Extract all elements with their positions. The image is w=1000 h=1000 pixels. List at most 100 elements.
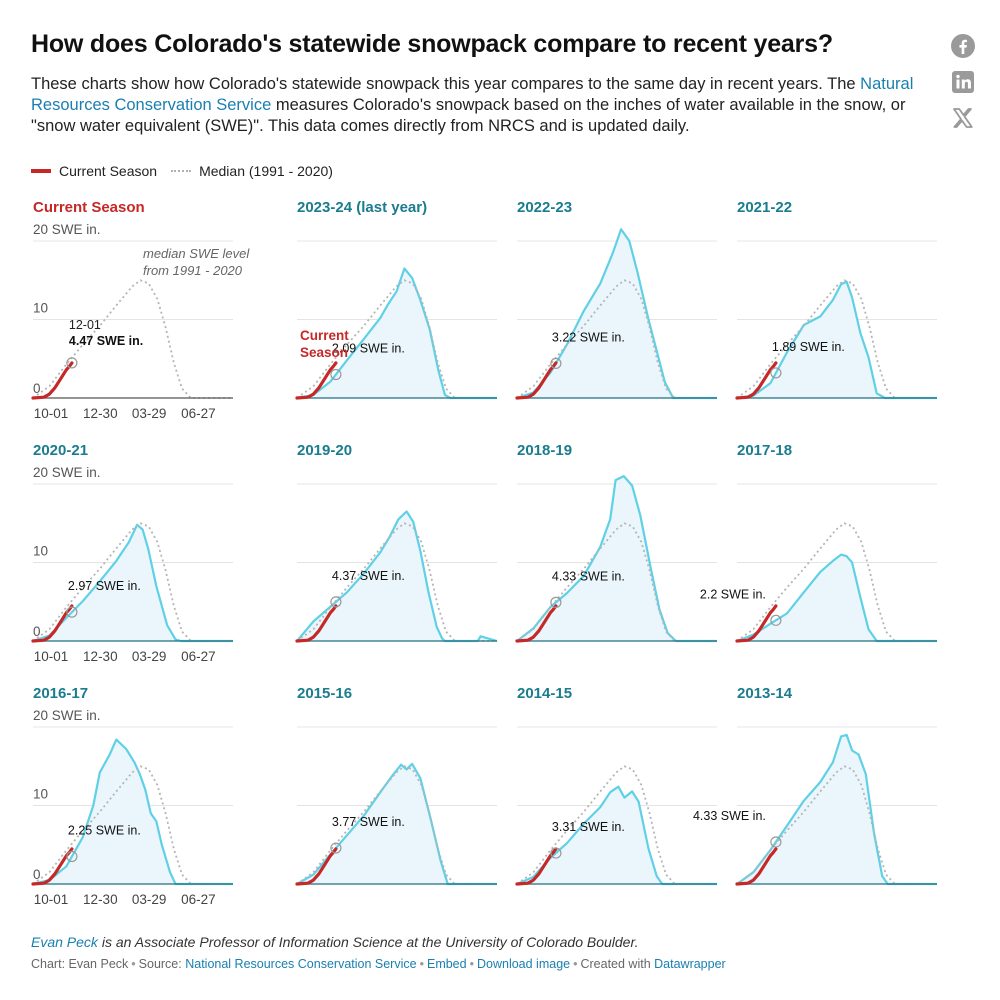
season-area [517,229,717,398]
current-season-line [735,361,778,400]
nrcs-link[interactable]: Natural Resources Conservation Service [31,75,914,114]
linkedin-icon[interactable] [950,69,976,95]
created-with-text: Created with [580,957,655,971]
value-label: 4.33 SWE in. [552,569,625,583]
value-label: 3.77 SWE in. [332,815,405,829]
panel-2017-18: 2017-18 2.2 SWE in. [700,442,937,643]
current-season-annotation: Season [300,345,348,360]
panel-2015-16: 2015-16 3.77 SWE in. [295,685,497,886]
intro-text-after: measures Colorado's snowpack based on th… [31,96,906,135]
season-line [736,553,937,643]
current-season-line [515,847,558,886]
panel-2018-19: 2018-19 4.33 SWE in. [515,442,717,643]
x-tick-label: 03-29 [132,406,167,421]
separator-dot: • [131,957,136,971]
season-area [33,524,233,641]
current-day-marker [550,357,562,369]
x-tick-label: 12-30 [83,892,118,907]
panel-2021-22: 2021-22 1.89 SWE in. [735,199,937,400]
panel-title: 2020-21 [33,442,88,459]
season-area [517,476,717,641]
current-day-marker [550,596,562,608]
download-image-link[interactable]: Download image [476,957,571,971]
panel-current-season: Current Season 20 SWE in. 10 0 12-01 4.47 SWE… [31,199,250,421]
season-line [516,475,717,643]
author-link[interactable]: Evan Peck [31,934,98,950]
legend-median-label: Median (1991 - 2020) [199,163,333,179]
author-note-text: is an Associate Professor of Information… [97,934,639,950]
x-tick-label: 10-01 [34,892,69,907]
y-tick-label: 0 [33,624,41,639]
current-day-marker [770,367,782,379]
current-day-marker [330,842,342,854]
panel-title: 2018-19 [517,442,572,459]
source-prefix: Source: [138,957,186,971]
legend-median-swatch [171,170,192,172]
current-season-line [735,847,778,886]
panel-2022-23: 2022-23 3.22 SWE in. [515,199,717,400]
panel-title: 2014-15 [517,685,572,702]
panel-title: Current Season [33,199,145,216]
current-season-line [295,361,338,400]
y-tick-label: 10 [33,787,48,802]
intro-text-before: These charts show how Colorado's statewi… [31,75,861,93]
value-label: 3.22 SWE in. [552,330,625,344]
chart-credit: Chart: Evan Peck [31,957,129,971]
x-tick-label: 06-27 [181,892,216,907]
x-icon[interactable] [950,105,976,131]
season-area [297,763,497,884]
x-tick-label: 03-29 [132,649,167,664]
current-season-line [735,604,778,643]
source-link[interactable]: National Resources Conservation Service [185,957,417,971]
season-area [297,268,497,398]
current-day-marker [66,357,78,369]
current-day-marker [66,850,78,863]
median-annotation: median SWE level [143,246,250,261]
median-annotation: from 1991 - 2020 [143,263,243,278]
current-day-marker [770,836,782,848]
y-tick-label: 0 [33,381,41,396]
facebook-icon[interactable] [950,33,976,59]
y-axis-top-label: 20 SWE in. [33,222,101,237]
panel-title: 2021-22 [737,199,792,216]
x-tick-label: 12-30 [83,649,118,664]
season-area [517,786,717,884]
value-label: 1.89 SWE in. [772,340,845,354]
panel-2014-15: 2014-15 3.31 SWE in. [515,685,717,886]
x-tick-label: 06-27 [181,406,216,421]
current-day-marker [770,614,782,626]
panel-2016-17: 2016-17 20 SWE in. 10 0 2.25 SWE in. 10-01 12-… [31,685,233,907]
x-tick-label: 12-30 [83,406,118,421]
season-line [516,785,717,886]
embed-link[interactable]: Embed [426,957,467,971]
current-season-annotation: Current [300,328,349,343]
social-share-bar [950,33,978,141]
intro-paragraph: These charts show how Colorado's statewi… [31,74,946,137]
separator-dot: • [573,957,578,971]
panel-title: 2013-14 [737,685,793,702]
panel-title: 2016-17 [33,685,88,702]
y-tick-label: 0 [33,867,41,882]
panel-title: 2023-24 (last year) [297,199,427,216]
chart-legend: Current Season Median (1991 - 2020) [31,163,333,179]
value-label: 4.33 SWE in. [693,809,766,823]
datawrapper-link[interactable]: Datawrapper [654,957,726,971]
value-label: 3.31 SWE in. [552,820,625,834]
season-line [736,280,937,400]
current-season-line [295,604,338,643]
y-tick-label: 10 [33,301,48,316]
separator-dot: • [419,957,424,971]
current-day-marker [66,606,78,618]
legend-current-label: Current Season [59,163,158,179]
annotation-date: 12-01 [69,318,101,332]
panel-2019-20: 2019-20 4.37 SWE in. [295,442,498,643]
panel-2013-14: 2013-14 4.33 SWE in. [693,685,937,886]
author-note: Evan Peck is an Associate Professor of I… [31,934,639,950]
y-tick-label: 10 [33,544,48,559]
legend-current-swatch [31,169,51,173]
season-area [737,281,937,398]
panel-2023-24: 2023-24 (last year) 2.09 SWE in.Current Se… [295,199,497,400]
current-season-line [295,847,338,886]
season-area [297,511,497,641]
